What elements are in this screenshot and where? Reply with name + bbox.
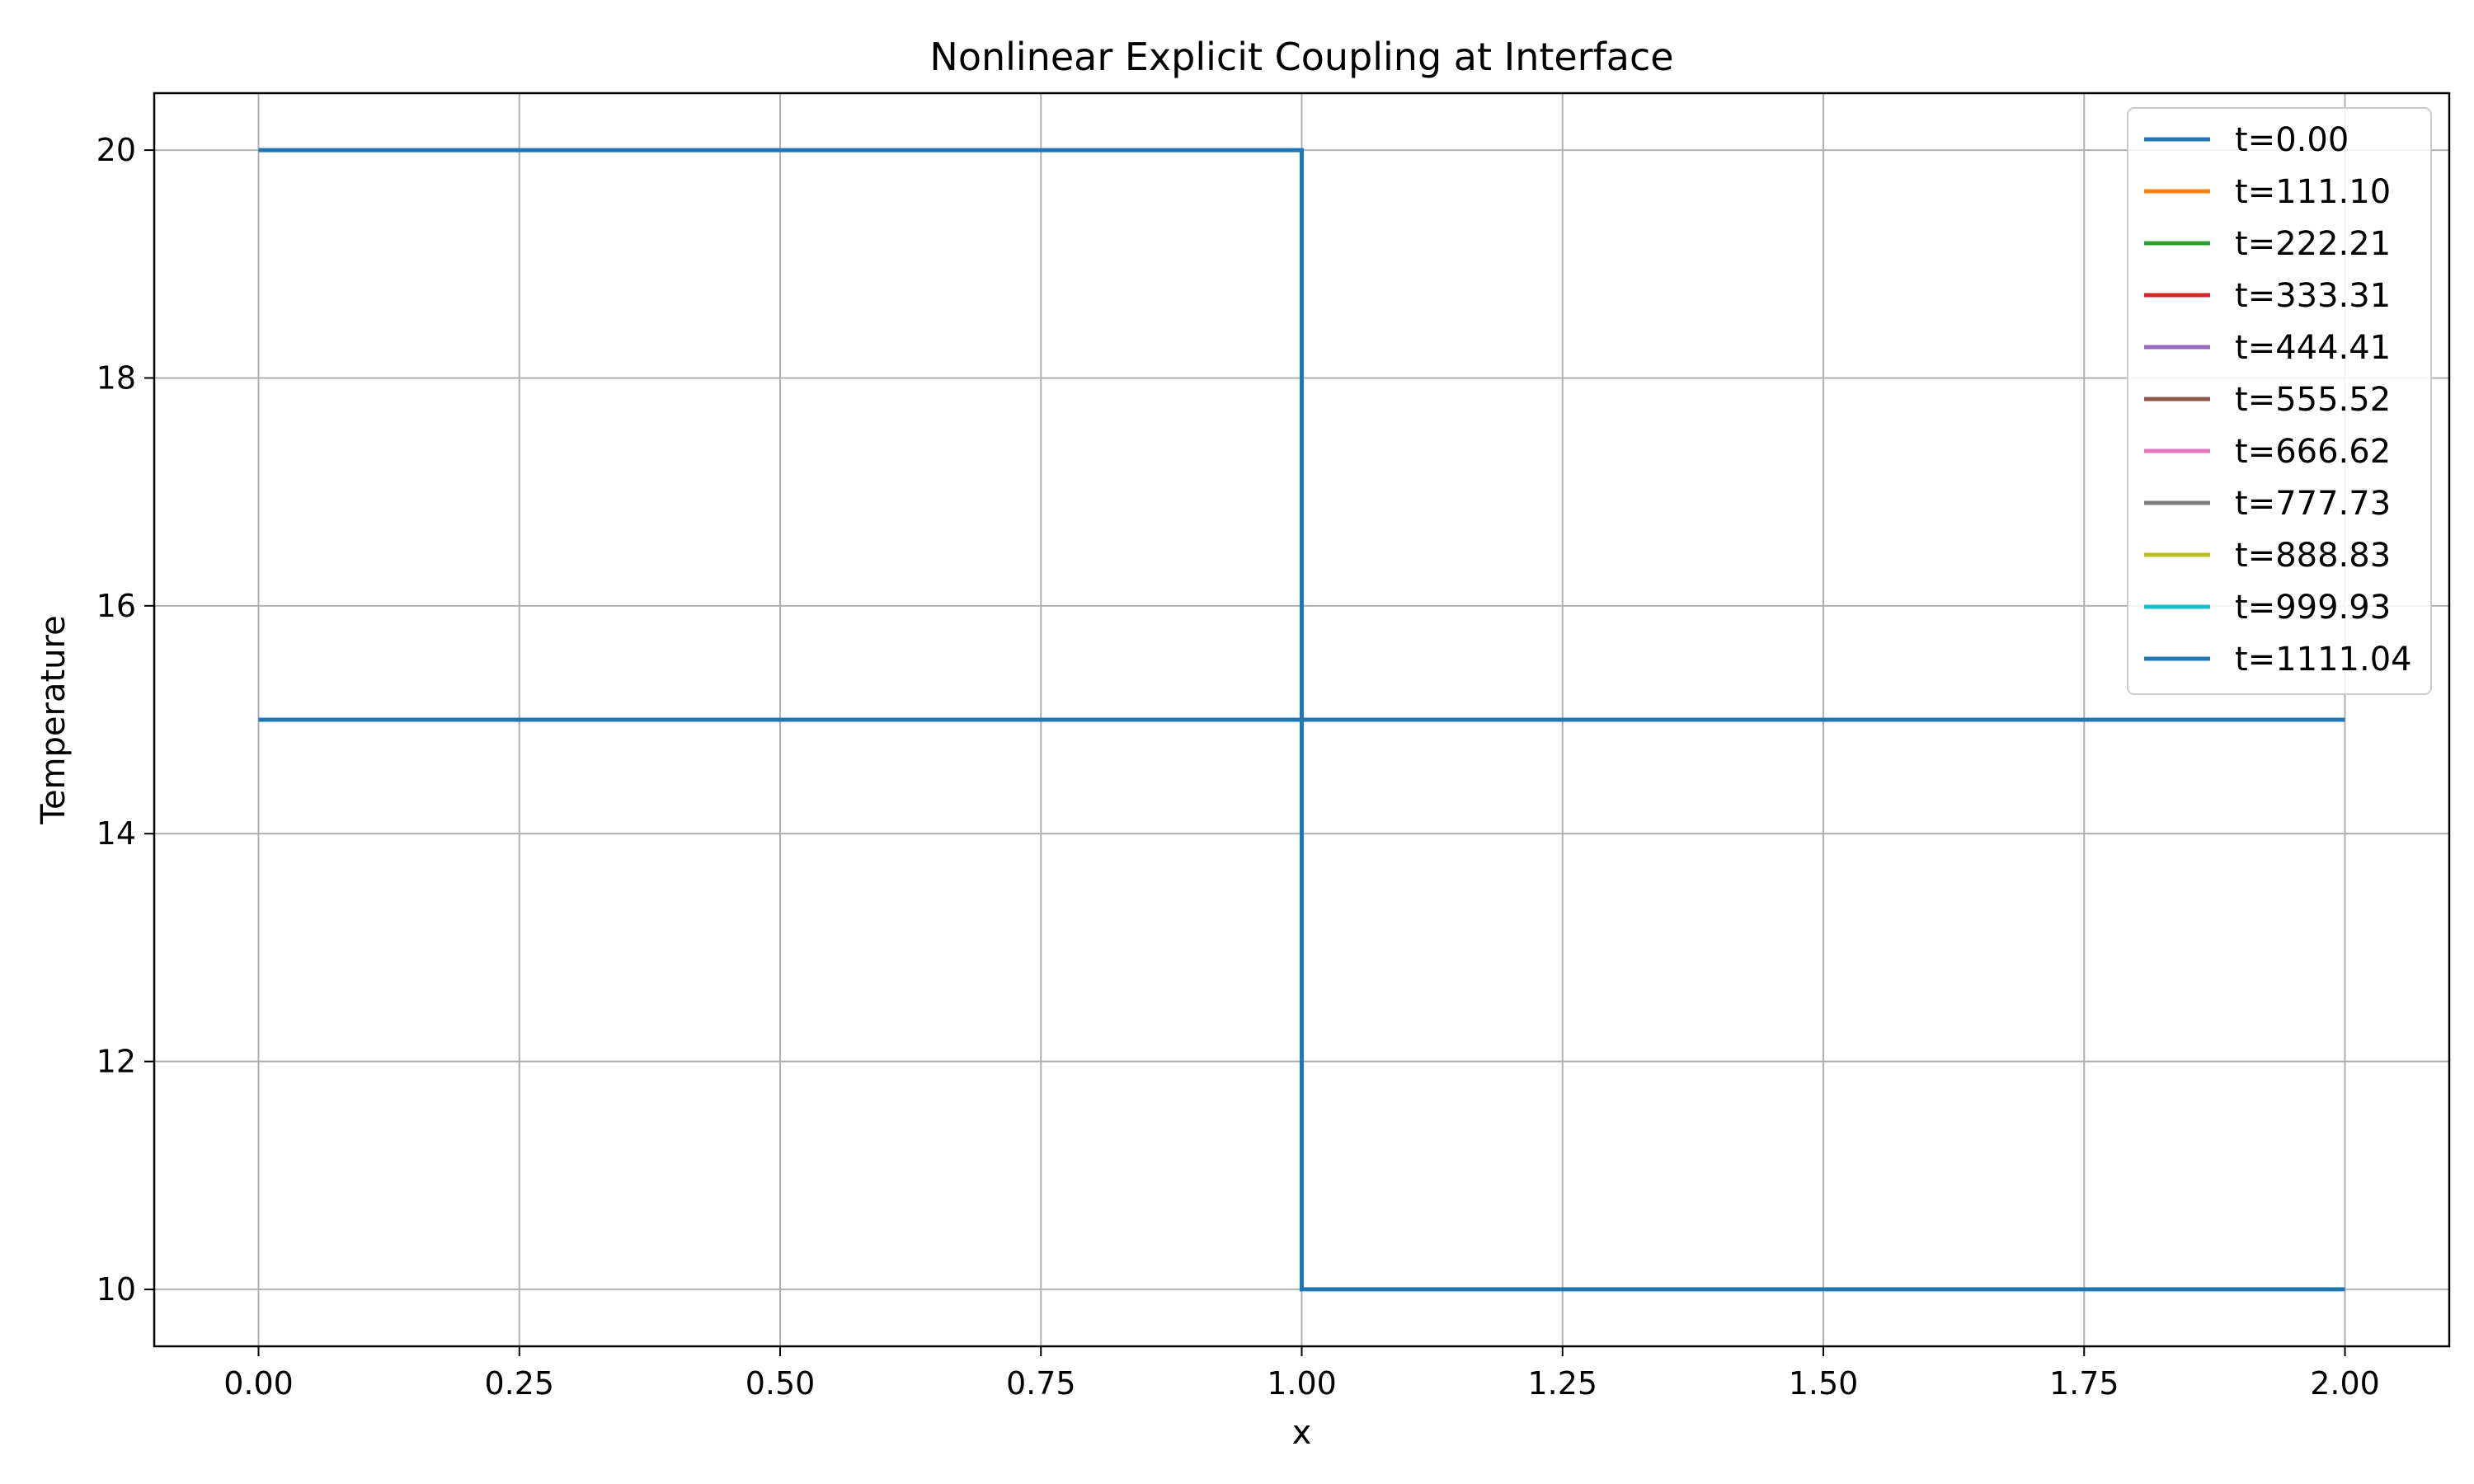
axis-ticks: 0.00 0.25 0.50 0.75 1.00 1.25 1.50 1.75 2.00 10 12… [96,132,2380,1402]
legend-label: t=111.10 [2235,173,2391,211]
series-lines [258,148,2345,1292]
y-tick-label: 14 [96,815,136,852]
legend-label: t=1111.04 [2235,641,2412,679]
y-tick-label: 16 [96,588,136,624]
x-tick-label: 0.50 [745,1365,816,1402]
x-tick-label: 1.75 [2049,1365,2119,1402]
legend-label: t=999.93 [2235,589,2391,627]
x-tick-label: 0.75 [1006,1365,1076,1402]
x-tick-label: 1.50 [1789,1365,1859,1402]
y-tick-label: 20 [96,132,136,168]
y-tick-label: 18 [96,359,136,396]
x-tick-label: 2.00 [2310,1365,2380,1402]
y-tick-label: 12 [96,1044,136,1080]
legend-label: t=222.21 [2235,225,2391,263]
x-tick-label: 0.00 [223,1365,294,1402]
legend-label: t=333.31 [2235,277,2391,315]
legend-label: t=777.73 [2235,485,2391,523]
legend-box [2127,107,2432,695]
legend-label: t=555.52 [2235,381,2391,419]
x-tick-label: 1.25 [1527,1365,1597,1402]
legend-label: t=444.41 [2235,329,2391,367]
y-tick-label: 10 [96,1271,136,1308]
y-axis-label: Temperature [35,615,73,824]
x-tick-label: 0.25 [484,1365,554,1402]
legend-label: t=888.83 [2235,537,2391,575]
chart-title: Nonlinear Explicit Coupling at Interface [929,35,1673,79]
legend-label: t=0.00 [2235,121,2349,159]
legend: t=0.00 t=111.10 t=222.21 t=333.31 t=444.41 t=… [2127,107,2432,695]
x-tick-label: 1.00 [1267,1365,1337,1402]
legend-label: t=666.62 [2235,433,2391,471]
x-axis-label: x [1292,1414,1312,1452]
